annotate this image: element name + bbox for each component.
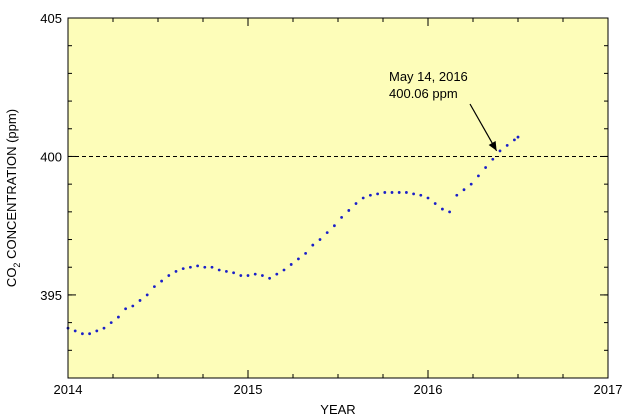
data-point xyxy=(304,251,307,255)
y-ticks: 395 400 405 xyxy=(40,11,608,379)
data-point xyxy=(174,269,178,273)
data-point xyxy=(239,274,243,277)
y-tick-label: 395 xyxy=(40,288,62,303)
data-point xyxy=(88,332,91,336)
x-tick-label: 2017 xyxy=(594,382,623,397)
data-point xyxy=(160,279,164,283)
data-point xyxy=(275,272,279,276)
data-point xyxy=(95,329,99,333)
data-point xyxy=(138,299,142,302)
data-point xyxy=(477,174,480,178)
data-point xyxy=(268,276,271,280)
data-point xyxy=(412,192,415,196)
y-axis-title: CO2 CONCENTRATION (ppm) xyxy=(4,109,22,287)
data-point xyxy=(282,268,286,272)
y-tick-label: 400 xyxy=(40,149,62,164)
data-point xyxy=(361,196,365,200)
data-point xyxy=(498,149,502,153)
data-point xyxy=(455,193,459,197)
data-point xyxy=(253,272,257,276)
data-point xyxy=(109,321,113,325)
data-point xyxy=(369,193,372,197)
data-point xyxy=(210,265,214,269)
y-tick-label: 405 xyxy=(40,11,62,26)
data-point xyxy=(340,215,343,219)
data-points xyxy=(66,135,520,336)
data-point xyxy=(469,182,473,186)
plot-frame xyxy=(67,17,609,379)
data-point xyxy=(347,209,351,212)
data-point xyxy=(117,315,120,319)
data-point xyxy=(297,257,300,261)
data-point xyxy=(325,231,329,235)
data-point xyxy=(153,285,156,289)
data-point xyxy=(433,202,437,205)
annotation-line-1: May 14, 2016 xyxy=(389,69,468,84)
data-point xyxy=(376,192,379,196)
data-point xyxy=(196,264,200,268)
data-point xyxy=(232,271,236,275)
data-point xyxy=(354,202,358,205)
data-point xyxy=(217,268,221,272)
data-point xyxy=(390,191,394,194)
data-point xyxy=(333,224,336,228)
x-tick-label: 2014 xyxy=(54,382,83,397)
x-axis-title: YEAR xyxy=(320,402,355,417)
data-point xyxy=(203,265,207,269)
data-point xyxy=(405,191,408,194)
data-point xyxy=(462,188,466,192)
data-point xyxy=(102,326,106,330)
data-point xyxy=(448,210,451,214)
data-point xyxy=(397,191,401,194)
annotation-line-2: 400.06 ppm xyxy=(389,86,458,101)
data-point xyxy=(516,135,520,139)
data-point xyxy=(311,243,315,247)
data-point xyxy=(189,265,192,269)
data-point xyxy=(225,269,228,273)
annotation-arrowhead xyxy=(488,140,497,151)
data-point xyxy=(513,138,516,142)
data-point xyxy=(383,191,387,194)
data-point xyxy=(484,166,487,169)
data-point xyxy=(181,267,185,271)
plot-area xyxy=(68,18,608,378)
data-point xyxy=(491,157,495,161)
data-point xyxy=(246,274,250,277)
data-point xyxy=(505,143,509,147)
data-point xyxy=(167,274,171,277)
data-point xyxy=(419,193,423,197)
data-point xyxy=(289,263,293,266)
data-point xyxy=(124,307,127,311)
data-point xyxy=(426,196,430,200)
data-point xyxy=(131,304,135,308)
data-point xyxy=(318,238,322,241)
data-point xyxy=(73,329,77,333)
x-tick-label: 2015 xyxy=(234,382,263,397)
data-point xyxy=(261,274,264,277)
data-point xyxy=(145,293,149,297)
data-point xyxy=(441,207,444,211)
data-point xyxy=(81,332,84,336)
x-tick-label: 2016 xyxy=(414,382,443,397)
